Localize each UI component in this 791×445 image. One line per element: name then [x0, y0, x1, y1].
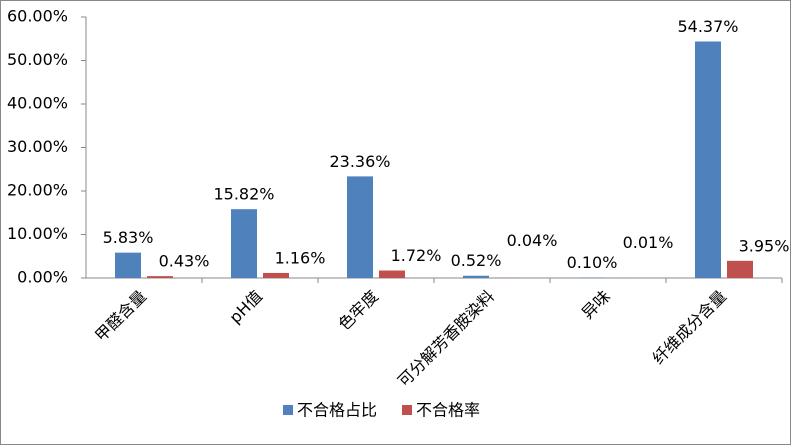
legend-label: 不合格率: [416, 401, 480, 420]
data-label: 0.04%: [507, 231, 558, 250]
y-tick-label: 10.00%: [7, 224, 68, 243]
bar: [231, 209, 257, 278]
y-tick-label: 50.00%: [7, 50, 68, 69]
data-label: 15.82%: [213, 185, 274, 204]
bar: [695, 41, 721, 278]
data-label: 5.83%: [103, 228, 154, 247]
data-label: 0.01%: [623, 233, 674, 252]
legend-label: 不合格占比: [297, 401, 377, 420]
data-label: 1.72%: [391, 246, 442, 265]
bar: [115, 252, 141, 278]
legend-swatch: [402, 405, 413, 415]
bar: [147, 276, 173, 278]
data-label: 1.16%: [275, 248, 326, 267]
data-label: 0.52%: [451, 251, 502, 270]
bar: [347, 176, 373, 278]
data-label: 23.36%: [329, 152, 390, 171]
data-label: 0.43%: [159, 252, 210, 271]
y-tick-label: 60.00%: [7, 7, 68, 26]
bar: [263, 272, 289, 278]
y-tick-label: 20.00%: [7, 181, 68, 200]
data-label: 54.37%: [677, 17, 738, 36]
bar: [379, 270, 405, 278]
y-tick-label: 30.00%: [7, 137, 68, 156]
data-label: 3.95%: [739, 236, 790, 255]
bar: [463, 275, 489, 278]
data-label: 0.10%: [567, 253, 618, 272]
y-tick-label: 0.00%: [17, 268, 68, 287]
y-tick-label: 40.00%: [7, 94, 68, 113]
legend-swatch: [283, 405, 293, 415]
bar: [727, 260, 753, 278]
